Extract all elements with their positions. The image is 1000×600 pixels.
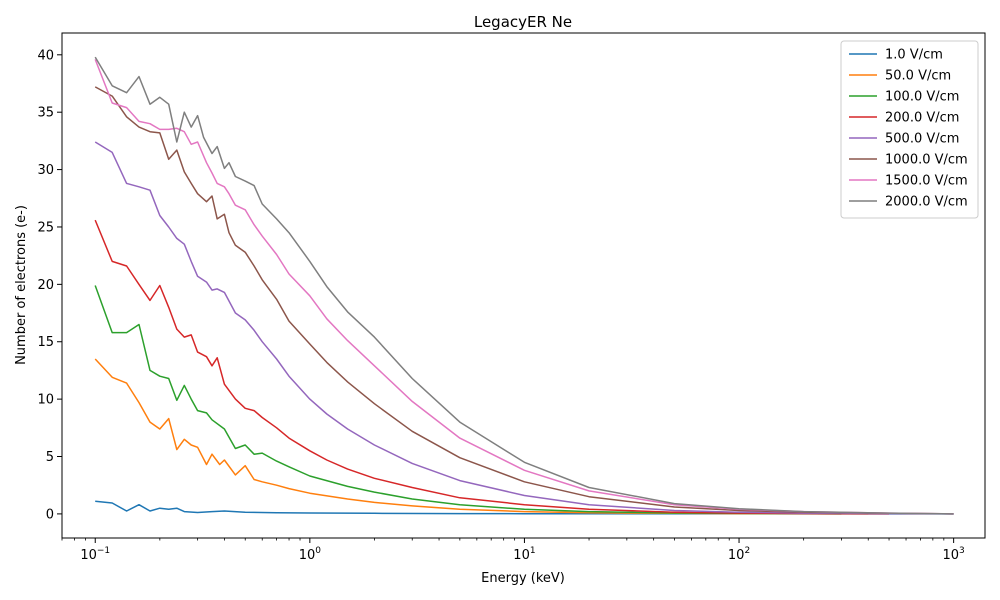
y-tick-label: 10: [37, 393, 54, 408]
x-axis-label: Energy (keV): [481, 571, 565, 586]
y-tick-label: 15: [37, 335, 54, 350]
legend-label: 2000.0 V/cm: [885, 195, 968, 210]
y-tick-label: 25: [37, 220, 54, 235]
legend-box: [840, 40, 979, 219]
x-tick-label: 103: [943, 546, 965, 563]
legend-label: 1500.0 V/cm: [885, 174, 968, 189]
series-line-2: [94, 285, 842, 515]
series-line-6: [94, 59, 954, 515]
series-line-1: [94, 358, 869, 515]
y-tick-label: 40: [37, 48, 54, 63]
y-axis-label: Number of electrons (e-): [14, 205, 29, 365]
x-tick-label: 100: [299, 546, 322, 563]
series-line-0: [95, 500, 954, 515]
y-tick-label: 0: [46, 507, 54, 522]
series-line-5: [94, 86, 954, 515]
plot-frame: [61, 32, 986, 539]
x-tick-label: 101: [513, 546, 535, 563]
series-line-7: [94, 56, 954, 515]
chart-title: LegacyER Ne: [474, 13, 572, 31]
series-line-3: [94, 219, 890, 515]
y-tick-label: 35: [37, 106, 54, 121]
legend-label: 1000.0 V/cm: [885, 153, 968, 168]
legend-label: 100.0 V/cm: [885, 90, 959, 105]
legend-label: 1.0 V/cm: [885, 48, 943, 63]
series-line-4: [94, 141, 954, 515]
x-axis: 10−1 100 101 102 103: [61, 538, 965, 563]
legend-label: 500.0 V/cm: [885, 132, 959, 147]
y-tick-label: 20: [37, 278, 54, 293]
y-axis: 0 5 10 15 20 25 30 35 40: [37, 48, 62, 522]
x-tick-label: 102: [728, 546, 750, 563]
y-tick-label: 30: [37, 163, 54, 178]
legend-label: 200.0 V/cm: [885, 111, 959, 126]
x-tick-label: 10−1: [80, 546, 110, 563]
y-tick-label: 5: [46, 450, 54, 465]
plot-area: [94, 56, 954, 515]
legend: 1.0 V/cm 50.0 V/cm 100.0 V/cm 200.0 V/cm 500…: [840, 40, 979, 219]
legend-label: 50.0 V/cm: [885, 69, 951, 84]
